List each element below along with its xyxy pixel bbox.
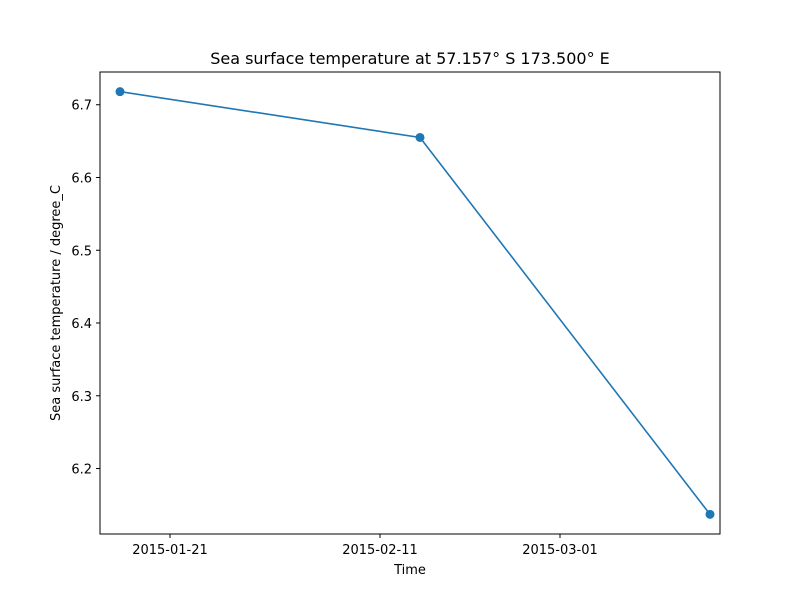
x-tick-label: 2015-02-11 (342, 543, 418, 558)
x-axis-label: Time (393, 563, 426, 578)
data-point (705, 509, 715, 519)
y-axis: 6.2 6.3 6.4 6.5 6.6 6.7 (71, 99, 100, 478)
y-tick-label: 6.3 (71, 390, 92, 405)
plot-area (115, 87, 715, 519)
axes-frame (99, 71, 721, 535)
data-point (115, 87, 125, 97)
y-tick-label: 6.2 (71, 463, 92, 478)
chart-title: Sea surface temperature at 57.157° S 173… (210, 49, 610, 68)
series-line (119, 90, 711, 515)
data-point (415, 132, 425, 142)
x-tick-label: 2015-01-21 (132, 543, 208, 558)
x-axis: 2015-01-21 2015-02-11 2015-03-01 (132, 534, 598, 558)
y-tick-label: 6.7 (71, 99, 92, 114)
y-axis-label: Sea surface temperature / degree_C (49, 185, 64, 421)
x-tick-label: 2015-03-01 (522, 543, 598, 558)
y-tick-label: 6.4 (71, 317, 92, 332)
y-tick-label: 6.6 (71, 171, 92, 186)
y-tick-label: 6.5 (71, 244, 92, 259)
